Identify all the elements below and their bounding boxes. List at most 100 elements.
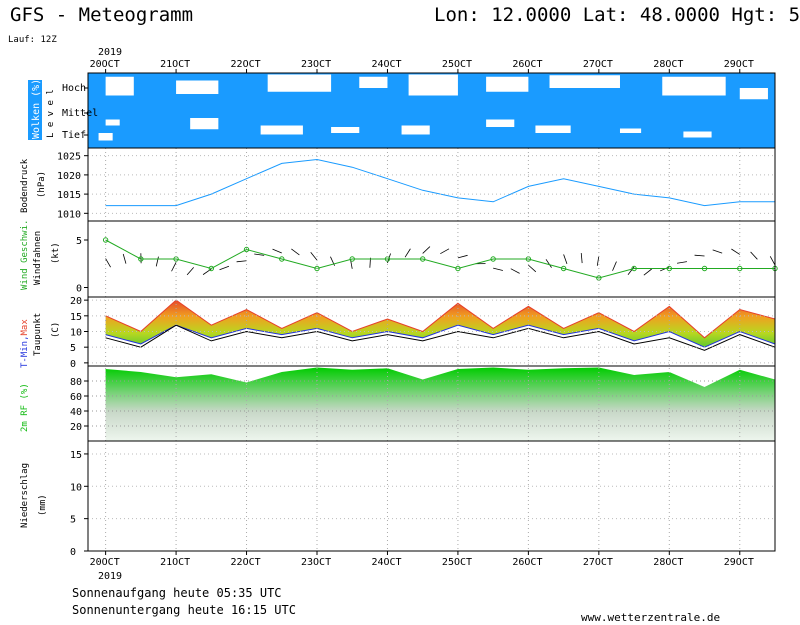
date-label-top: 29OCT (724, 59, 754, 70)
wind-speed-point (631, 265, 637, 272)
wind-speed-point (419, 256, 426, 262)
date-label-bottom: 25OCT (442, 557, 472, 568)
year-top-label: 2019 (98, 47, 122, 58)
wind-axis-label: Wind Geschwi. (20, 220, 30, 290)
wind-barb (186, 267, 194, 276)
date-label-bottom: 27OCT (583, 557, 613, 568)
precip-tick-label: 10 (70, 482, 82, 493)
wind-barb (694, 254, 705, 257)
pressure-axis-label: Bodendruck (20, 158, 30, 213)
level-label-mittel: Mittel (62, 108, 98, 119)
precip-unit-label: (mm) (38, 494, 48, 516)
wind-tick-label: 5 (76, 236, 82, 247)
clear-sky-patch (739, 88, 768, 100)
website-link[interactable]: www.wetterzentrale.de (581, 611, 720, 624)
date-label-top: 21OCT (160, 59, 190, 70)
clear-sky-patch (267, 74, 332, 92)
wind-barb (750, 251, 758, 260)
wind-barb (493, 267, 503, 271)
wind-barb (155, 256, 159, 267)
wind-barb (712, 249, 723, 254)
wind-speed-line (105, 239, 775, 279)
clear-sky-patch (662, 76, 726, 96)
clear-sky-patch (105, 119, 120, 126)
wind-speed-point (490, 256, 496, 262)
dewpoint-line (105, 324, 776, 351)
clear-sky-patch (401, 125, 430, 135)
sunrise-text: Sonnenaufgang heute 05:35 UTC (72, 586, 282, 600)
wind-barb (122, 253, 127, 264)
clear-sky-patch (408, 74, 458, 96)
wind-barb (627, 266, 635, 276)
date-label-bottom: 22OCT (231, 557, 261, 568)
wind-barb (291, 248, 300, 256)
wind-barb (254, 253, 265, 256)
wind-speed-point (243, 246, 250, 253)
wind-barb (171, 262, 177, 272)
tmax-line (105, 299, 776, 339)
wind-barb (731, 248, 740, 255)
wind-barb (310, 252, 318, 261)
wind-barb (528, 264, 537, 273)
wind-barb (580, 253, 583, 264)
clear-sky-patch (535, 125, 571, 133)
temp-range-area (105, 300, 776, 348)
clear-sky-patch (105, 76, 134, 96)
date-label-top: 25OCT (442, 59, 472, 70)
wind-speed-point (349, 256, 355, 262)
temp-max-label: Max (20, 319, 30, 336)
rh-axis-label: 2m RF (%) (20, 383, 30, 432)
date-axis-top: 20OCT 21OCT 22OCT 23OCT 24OCT 25OCT 26OCT 27OCT… (90, 59, 754, 70)
wind-barb (769, 256, 776, 266)
year-bottom-label: 2019 (98, 571, 122, 582)
wind-barb (404, 248, 411, 258)
wind-speed-point (455, 265, 461, 272)
wind-barb (236, 260, 247, 263)
level-label-hoch: Hoch (62, 83, 86, 94)
clear-sky-patch (331, 127, 360, 133)
precip-tick-label: 15 (70, 450, 82, 461)
wind-barb (596, 255, 600, 266)
pressure-unit-label: (hPa) (37, 171, 47, 198)
wind-barb (510, 268, 520, 274)
clear-sky-patch (190, 118, 219, 130)
wind-speed-point (560, 265, 567, 272)
wind-barb (422, 246, 431, 254)
wind-barb (440, 248, 450, 255)
wind-speed-point (208, 265, 215, 272)
rh-area (105, 367, 776, 441)
pressure-line (105, 158, 775, 207)
date-label-top: 22OCT (231, 59, 261, 70)
clear-sky-patch (619, 128, 642, 133)
temp-unit-label: (C) (51, 322, 61, 338)
wind-speed-point (737, 265, 743, 272)
precip-tick-label: 5 (70, 515, 76, 526)
precip-axis-label: Niederschlag (20, 463, 30, 528)
wind-speed-point (314, 265, 320, 272)
wind-barb (676, 261, 687, 264)
rh-tick-label: 20 (70, 422, 82, 433)
pressure-tick-label: 1010 (57, 209, 81, 220)
precip-tick-label: 0 (70, 547, 76, 558)
date-label-top: 23OCT (301, 59, 331, 70)
wind-speed-point (102, 237, 109, 243)
cloud-axis-label: Wolken (%) (31, 79, 42, 139)
temp-tick-label: 0 (70, 359, 76, 370)
date-label-bottom: 21OCT (160, 557, 190, 568)
wind-barb (612, 261, 617, 271)
wind-sub-label: Windfahnen (33, 231, 43, 285)
clear-sky-patch (98, 133, 113, 141)
date-label-top: 20OCT (90, 59, 120, 70)
date-label-top: 24OCT (371, 59, 401, 70)
clear-sky-patch (486, 119, 515, 127)
wind-speed-point (701, 265, 708, 272)
pressure-tick-label: 1015 (57, 190, 81, 201)
rh-tick-label: 40 (70, 407, 82, 418)
wind-barb (219, 265, 230, 271)
wind-unit-label: (kt) (51, 242, 61, 264)
wind-speed-point (666, 265, 673, 272)
date-label-bottom: 24OCT (371, 557, 401, 568)
panel-border-pres (87, 147, 776, 222)
wind-barb (457, 254, 468, 259)
sunset-text: Sonnenuntergang heute 16:15 UTC (72, 603, 296, 617)
